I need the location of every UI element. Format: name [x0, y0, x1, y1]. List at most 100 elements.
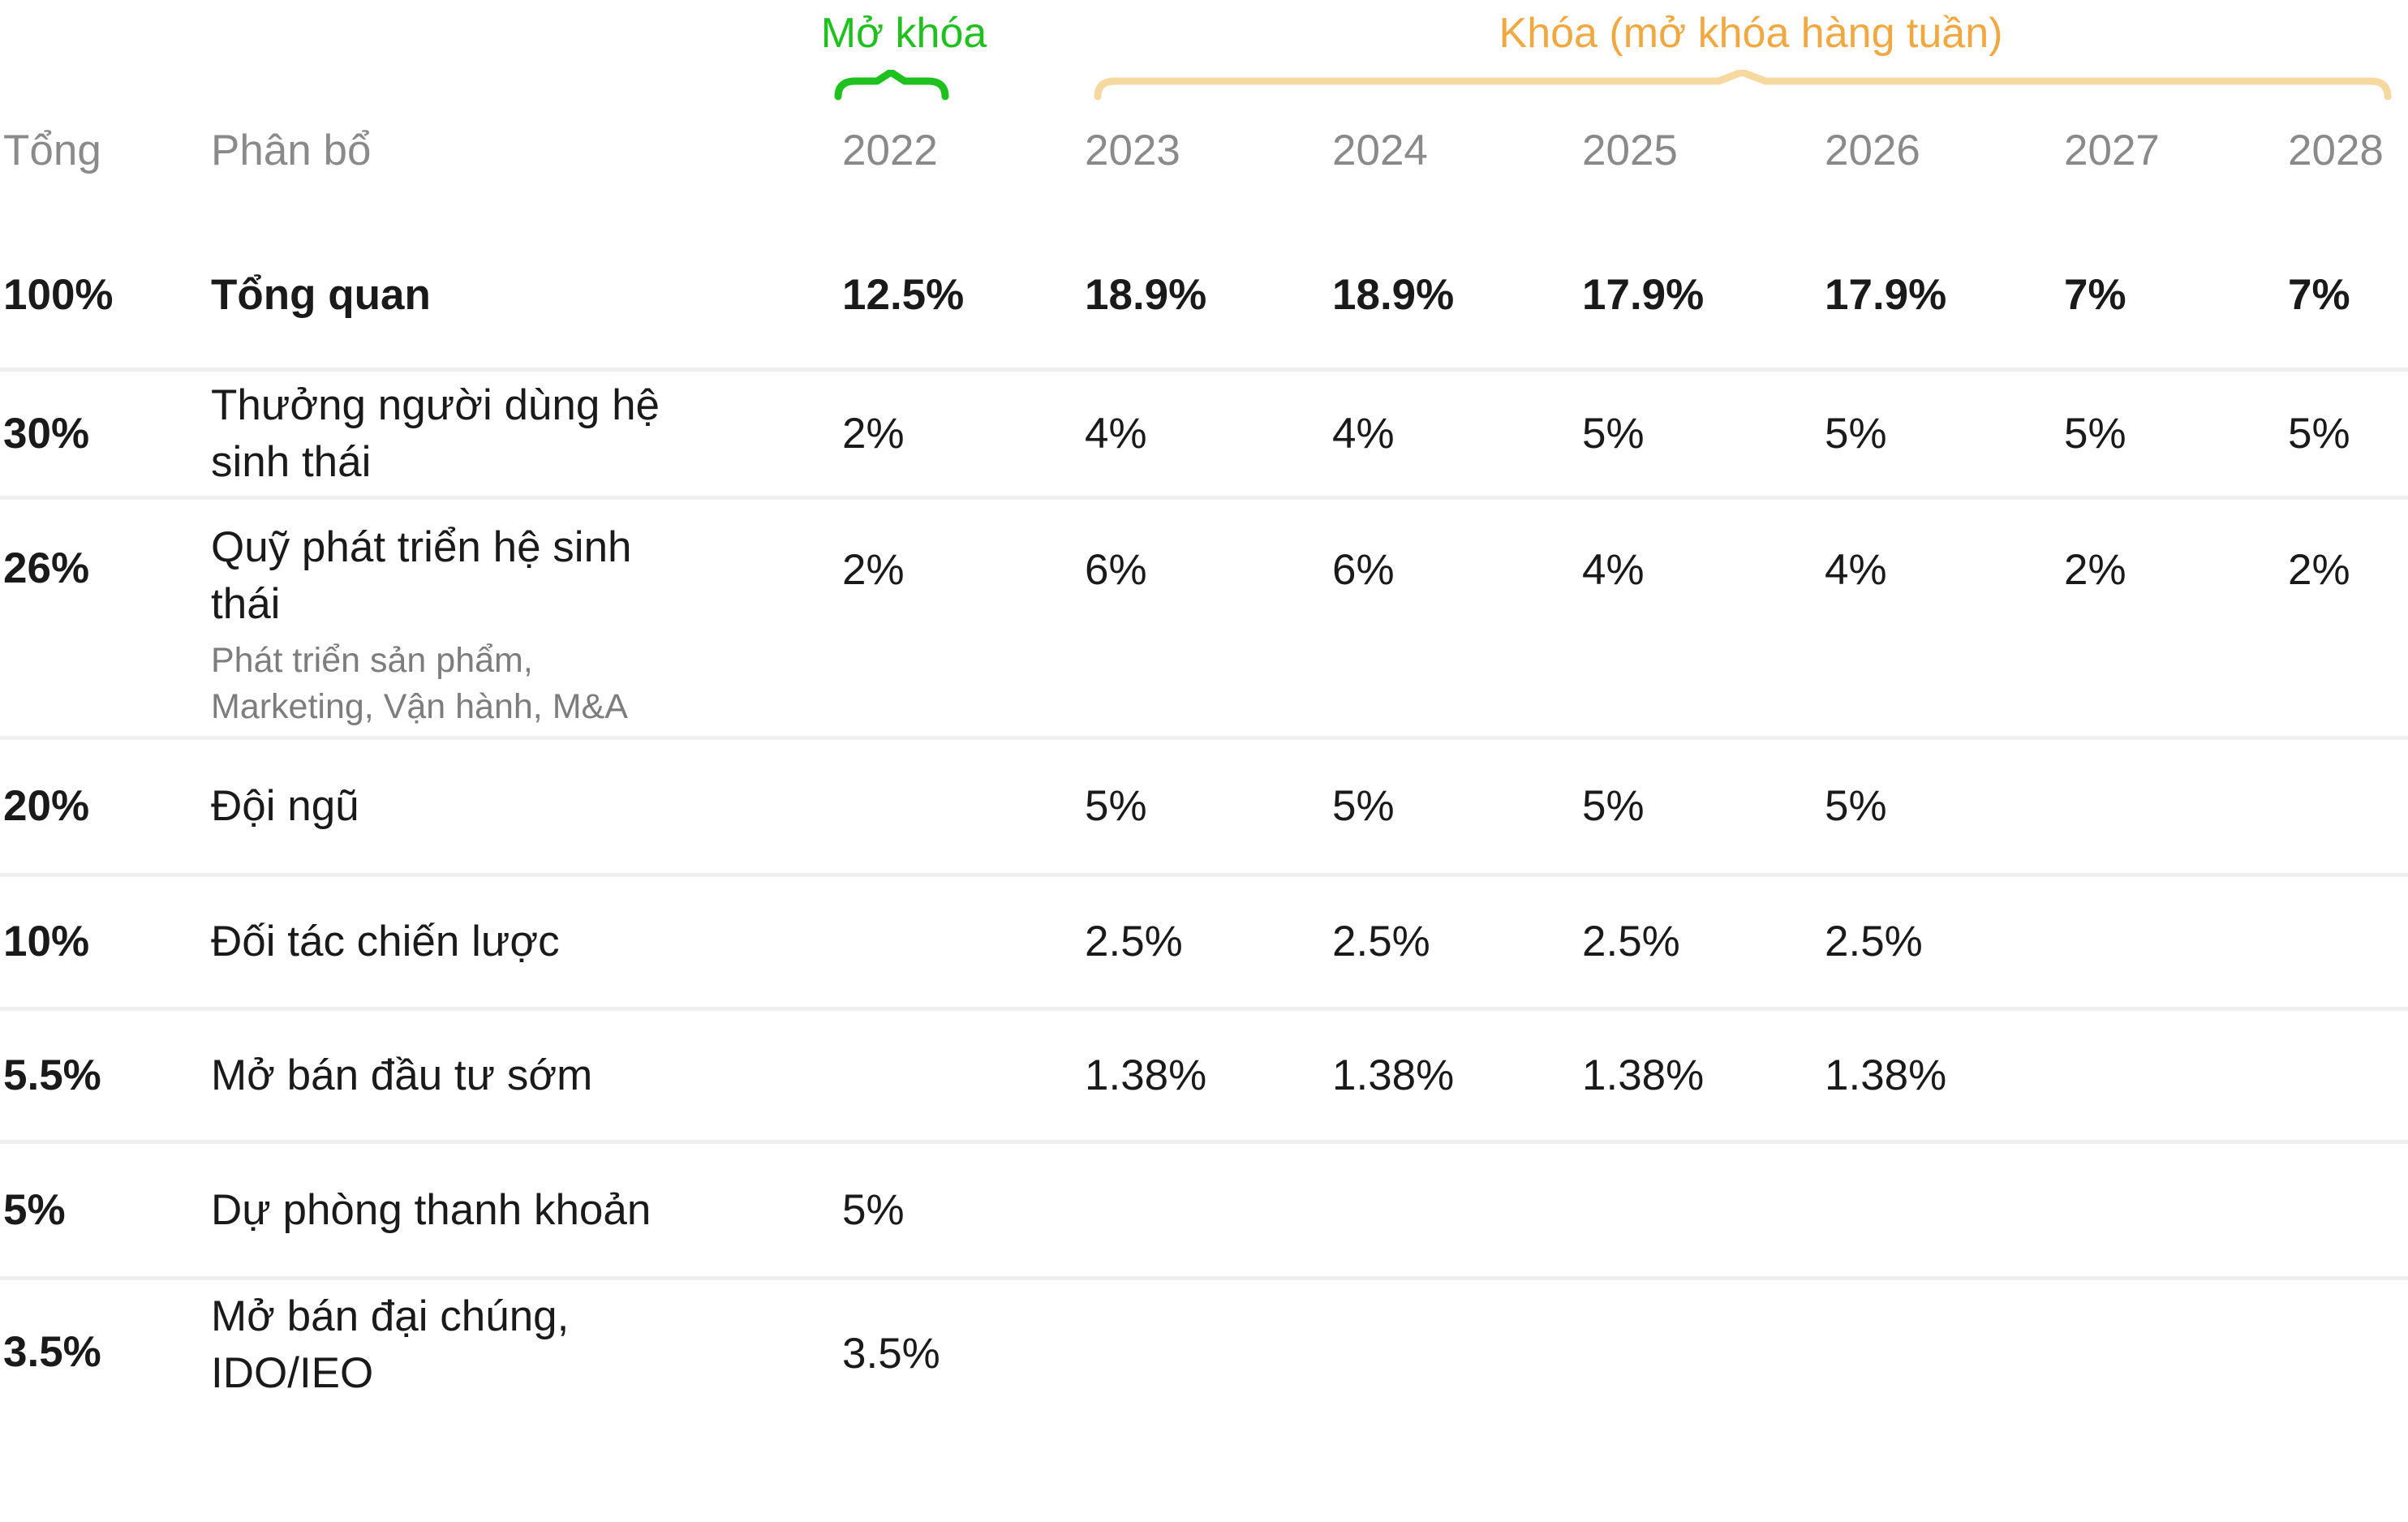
column-group-annotations: Mở khóa Khóa (mở khóa hàng tuần) — [0, 0, 2408, 105]
value-cell-2026: 5% — [1825, 782, 1887, 830]
value-cell-2024: 6% — [1332, 546, 1395, 594]
allocation-label: Đối tác chiến lược — [211, 918, 560, 965]
allocation-cell: Dự phòng thanh khoản — [211, 1144, 842, 1276]
value-cell-2028: 5% — [2288, 409, 2350, 458]
value-cell-2027: 5% — [2064, 409, 2126, 458]
allocation-sublabel: Phát triển sản phẩm, Marketing, Vận hành… — [211, 641, 628, 726]
allocation-cell: Mở bán đại chúng, IDO/IEO — [211, 1280, 842, 1522]
value-cell-2026: 2.5% — [1825, 918, 1923, 965]
table-row: 26% Quỹ phát triển hệ sinh thái Phát tri… — [0, 500, 2408, 740]
value-cell-2028 — [2288, 877, 2408, 1007]
value-cell-2026: 5% — [1825, 409, 1887, 458]
header-year-2026: 2026 — [1825, 127, 1920, 174]
value-cell-2026 — [1825, 1280, 2064, 1522]
value-cell-2024: 4% — [1332, 409, 1395, 458]
allocation-cell: Đối tác chiến lược — [211, 877, 842, 1007]
value-cell-2023 — [1085, 1280, 1332, 1522]
allocation-label: Dự phòng thanh khoản — [211, 1185, 651, 1234]
value-cell-2028: 2% — [2288, 546, 2350, 594]
value-cell-2025: 1.38% — [1582, 1051, 1705, 1099]
header-year-2024: 2024 — [1332, 127, 1428, 174]
value-cell-2023: 4% — [1085, 409, 1147, 458]
value-cell-2022: 2% — [842, 546, 905, 594]
allocation-label: Đội ngũ — [211, 782, 359, 830]
value-cell-2022: 2% — [842, 409, 905, 458]
value-cell-2025: 4% — [1582, 546, 1645, 594]
value-cell-2028: 7% — [2288, 270, 2350, 319]
value-cell-2025: 5% — [1582, 782, 1645, 830]
value-cell-2025: 17.9% — [1582, 270, 1705, 319]
value-cell-2027 — [2064, 877, 2288, 1007]
total-cell: 100% — [3, 270, 114, 319]
allocation-label: Mở bán đầu tư sớm — [211, 1051, 593, 1099]
total-cell: 5% — [3, 1185, 66, 1234]
allocation-cell: Thưởng người dùng hệ sinh thái — [211, 372, 842, 496]
allocation-table: Tổng Phân bổ 2022 2023 2024 2025 2026 20… — [0, 105, 2408, 1522]
value-cell-2028 — [2288, 1011, 2408, 1140]
header-total: Tổng — [3, 127, 101, 174]
total-cell: 5.5% — [3, 1051, 101, 1099]
locked-brace-icon — [1094, 70, 2392, 101]
table-row: 5% Dự phòng thanh khoản 5% — [0, 1144, 2408, 1280]
header-year-2025: 2025 — [1582, 127, 1678, 174]
value-cell-2022 — [842, 1011, 1085, 1140]
value-cell-2024: 18.9% — [1332, 270, 1455, 319]
value-cell-2026: 1.38% — [1825, 1051, 1947, 1099]
table-row: 30% Thưởng người dùng hệ sinh thái 2% 4%… — [0, 372, 2408, 500]
value-cell-2023: 5% — [1085, 782, 1147, 830]
locked-group-label: Khóa (mở khóa hàng tuần) — [1499, 10, 2003, 57]
value-cell-2024 — [1332, 1144, 1582, 1276]
unlocked-brace-icon — [834, 70, 949, 101]
table-row: 10% Đối tác chiến lược 2.5% 2.5% 2.5% 2.… — [0, 877, 2408, 1011]
header-allocation: Phân bổ — [211, 127, 372, 174]
table-header-row: Tổng Phân bổ 2022 2023 2024 2025 2026 20… — [0, 105, 2408, 211]
total-cell: 26% — [3, 544, 90, 592]
allocation-cell: Mở bán đầu tư sớm — [211, 1011, 842, 1140]
value-cell-2022: 5% — [842, 1185, 905, 1234]
allocation-label: Tổng quan — [211, 270, 431, 319]
value-cell-2027 — [2064, 1011, 2288, 1140]
value-cell-2023: 1.38% — [1085, 1051, 1207, 1099]
value-cell-2028 — [2288, 740, 2408, 873]
header-year-2027: 2027 — [2064, 127, 2160, 174]
allocation-label: Mở bán đại chúng, IDO/IEO — [211, 1292, 570, 1397]
value-cell-2028 — [2288, 1280, 2408, 1522]
value-cell-2025: 5% — [1582, 409, 1645, 458]
header-year-2023: 2023 — [1085, 127, 1180, 174]
value-cell-2027 — [2064, 740, 2288, 873]
value-cell-2024: 5% — [1332, 782, 1395, 830]
value-cell-2022: 12.5% — [842, 270, 965, 319]
total-cell: 10% — [3, 918, 90, 965]
value-cell-2022: 3.5% — [842, 1330, 940, 1378]
value-cell-2022 — [842, 877, 1085, 1007]
allocation-cell: Quỹ phát triển hệ sinh thái Phát triển s… — [211, 500, 842, 736]
total-cell: 3.5% — [3, 1328, 101, 1376]
table-row: 20% Đội ngũ 5% 5% 5% 5% — [0, 740, 2408, 877]
value-cell-2025 — [1582, 1144, 1825, 1276]
value-cell-2022 — [842, 740, 1085, 873]
allocation-cell: Đội ngũ — [211, 740, 842, 873]
value-cell-2026 — [1825, 1144, 2064, 1276]
table-row: 5.5% Mở bán đầu tư sớm 1.38% 1.38% 1.38%… — [0, 1011, 2408, 1144]
allocation-cell: Tổng quan — [211, 211, 842, 368]
value-cell-2023: 6% — [1085, 546, 1147, 594]
value-cell-2023: 2.5% — [1085, 918, 1183, 965]
unlocked-group-label: Mở khóa — [820, 10, 987, 57]
value-cell-2024: 1.38% — [1332, 1051, 1455, 1099]
value-cell-2025 — [1582, 1280, 1825, 1522]
allocation-label: Quỹ phát triển hệ sinh thái — [211, 523, 632, 628]
value-cell-2027: 2% — [2064, 546, 2126, 594]
value-cell-2024: 2.5% — [1332, 918, 1430, 965]
table-row: 3.5% Mở bán đại chúng, IDO/IEO 3.5% — [0, 1280, 2408, 1522]
value-cell-2026: 4% — [1825, 546, 1887, 594]
value-cell-2027 — [2064, 1280, 2288, 1522]
table-row: 100% Tổng quan 12.5% 18.9% 18.9% 17.9% 1… — [0, 211, 2408, 372]
value-cell-2027: 7% — [2064, 270, 2126, 319]
value-cell-2024 — [1332, 1280, 1582, 1522]
value-cell-2028 — [2288, 1144, 2408, 1276]
allocation-label: Thưởng người dùng hệ sinh thái — [211, 380, 660, 486]
header-year-2028: 2028 — [2288, 127, 2384, 174]
total-cell: 20% — [3, 782, 90, 830]
value-cell-2027 — [2064, 1144, 2288, 1276]
value-cell-2026: 17.9% — [1825, 270, 1947, 319]
